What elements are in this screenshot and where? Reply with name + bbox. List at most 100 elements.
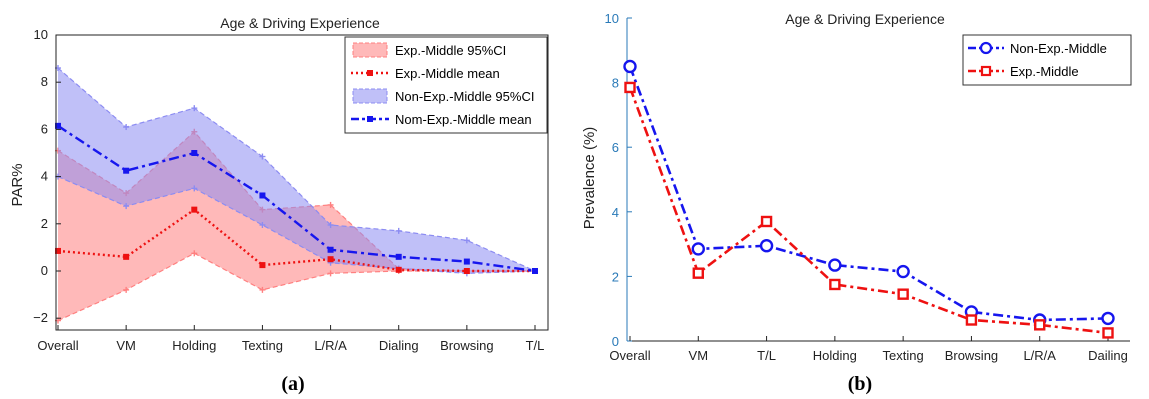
x-tick-label: VM (116, 338, 136, 353)
data-point (191, 150, 198, 156)
data-point (1102, 327, 1114, 339)
y-tick-label: 8 (41, 74, 48, 89)
chart-b-legend: Non-Exp.-Middle Exp.-Middle (962, 34, 1132, 86)
ci-band-2 (58, 68, 535, 274)
data-point (692, 267, 704, 279)
x-tick-label: Dialing (379, 338, 419, 353)
data-point (896, 264, 910, 279)
legend-item: Exp.-Middle mean (351, 66, 500, 81)
legend-label: Non-Exp.-Middle (1010, 41, 1107, 56)
ci-point (259, 286, 266, 293)
ci-point (123, 124, 130, 131)
chart-b-plot (623, 59, 1115, 339)
x-tick-label: Texting (242, 338, 283, 353)
y-tick-label: 10 (34, 27, 48, 42)
x-tick-label: VM (689, 348, 709, 363)
panel-b: Age & Driving Experience Prevalence (%) … (581, 11, 1132, 395)
y-tick-label: 0 (612, 334, 619, 349)
legend-item: Nom-Exp.-Middle mean (351, 112, 532, 127)
legend-marker (367, 70, 373, 76)
legend-swatch (352, 88, 388, 104)
y-tick-label: 10 (605, 11, 619, 26)
ci-point (327, 201, 334, 208)
data-point (624, 81, 636, 94)
legend-label: Exp.-Middle mean (395, 66, 500, 81)
legend-label: Exp.-Middle 95%CI (395, 43, 506, 58)
x-tick-label: T/L (757, 348, 776, 363)
legend-item: Exp.-Middle 95%CI (352, 42, 506, 58)
chart-b-y-axis-label: Prevalence (%) (581, 127, 598, 230)
legend-marker (980, 65, 992, 77)
y-tick-label: 4 (612, 205, 619, 220)
data-point (532, 268, 538, 274)
legend-marker (979, 41, 993, 55)
ci-point (395, 227, 402, 234)
ci-point (259, 153, 266, 160)
legend-item: Non-Exp.-Middle 95%CI (352, 88, 534, 104)
chart-b-caption: (b) (848, 373, 872, 395)
chart-a-plot-frame (55, 34, 549, 331)
data-point (829, 278, 841, 291)
chart-a-title: Age & Driving Experience (220, 15, 380, 31)
data-point (897, 288, 909, 300)
data-point (395, 253, 402, 260)
data-point (760, 215, 773, 228)
ci-bound-upper-2 (57, 67, 536, 272)
ci-point (191, 105, 198, 112)
data-point (123, 253, 130, 260)
ci-point (123, 203, 130, 210)
data-point (1101, 311, 1115, 326)
panel-a: Age & Driving Experience PAR% −2 0 2 4 6 8 10 O… (9, 15, 549, 395)
x-tick-label: Browsing (440, 338, 493, 353)
ci-point (123, 286, 130, 293)
data-point (55, 122, 61, 129)
data-point (965, 314, 978, 326)
legend-swatch (352, 42, 388, 58)
y-tick-label: 2 (612, 269, 619, 284)
y-tick-label: 6 (612, 140, 619, 155)
data-point (395, 266, 402, 273)
x-tick-label: Texting (883, 348, 924, 363)
ci-point (191, 185, 198, 192)
data-point (463, 258, 470, 265)
x-tick-label: Browsing (945, 348, 998, 363)
data-point (327, 246, 334, 253)
chart-b-title: Age & Driving Experience (785, 11, 945, 27)
y-tick-label: 2 (41, 216, 48, 231)
chart-a-caption: (a) (281, 373, 304, 395)
legend-item: Non-Exp.-Middle (968, 41, 1107, 56)
ci-point (327, 221, 334, 228)
x-tick-label: L/R/A (1023, 348, 1056, 363)
y-tick-label: 8 (612, 76, 619, 91)
x-tick-label: Holding (172, 338, 216, 353)
data-point (259, 192, 266, 199)
legend-label: Exp.-Middle (1010, 64, 1079, 79)
data-point (759, 239, 774, 253)
legend-marker (367, 116, 373, 122)
y-tick-label: 0 (41, 263, 48, 278)
legend-label: Non-Exp.-Middle 95%CI (395, 89, 534, 104)
data-point (259, 262, 266, 269)
data-point (691, 242, 705, 256)
data-point (828, 258, 842, 272)
x-tick-label: Holding (813, 348, 857, 363)
data-point (123, 167, 130, 174)
series-line-1 (628, 86, 1109, 335)
data-point (463, 268, 470, 274)
y-tick-label: −2 (33, 310, 48, 325)
chart-a-axes: −2 0 2 4 6 8 10 Overall VM Holding Texting L/R/A Dia… (33, 27, 544, 353)
data-point (623, 59, 637, 74)
chart-b-axes: 0 2 4 6 8 10 Overall VM T/L Holding Texting Browsin… (605, 11, 1130, 363)
legend-box (962, 34, 1132, 86)
chart-a-y-axis-label: PAR% (9, 163, 26, 206)
x-tick-label: Overall (609, 348, 650, 363)
series-line-0 (628, 65, 1109, 322)
y-tick-label: 4 (41, 169, 48, 184)
x-tick-label: Overall (37, 338, 78, 353)
ci-bound-lower-2 (57, 176, 536, 274)
data-point (1034, 319, 1046, 331)
x-tick-label: Dailing (1088, 348, 1128, 363)
legend-item: Exp.-Middle (968, 64, 1079, 79)
mean-line-3 (57, 124, 536, 273)
